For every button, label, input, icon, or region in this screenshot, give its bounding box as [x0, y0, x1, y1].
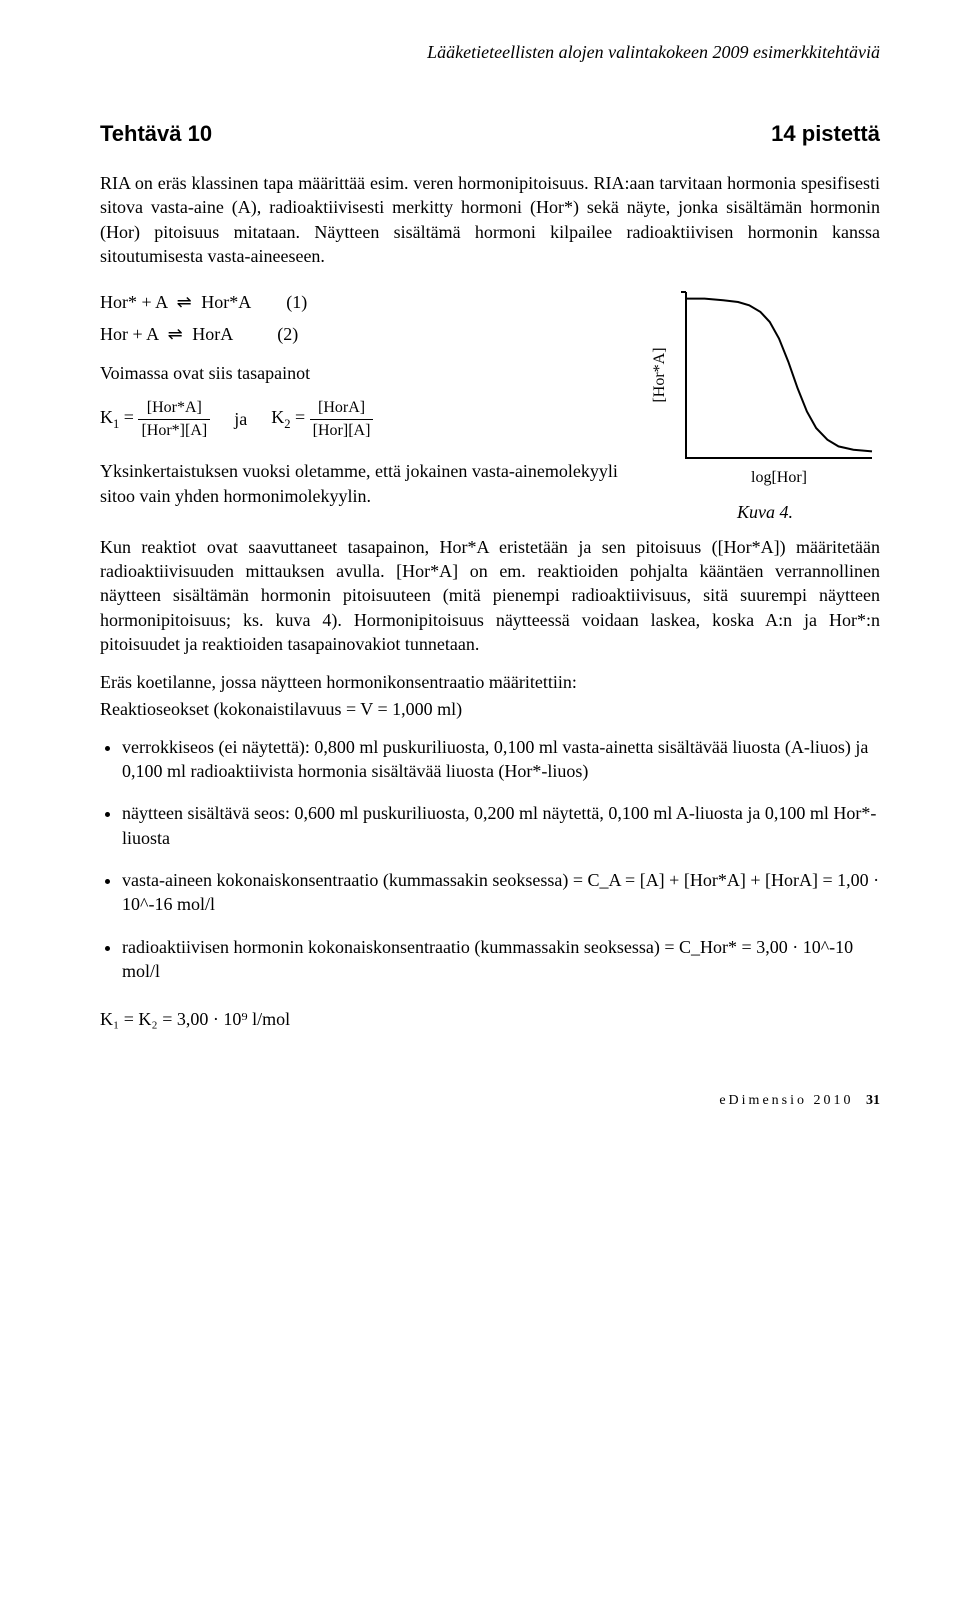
figure-4: [Hor*A] log[Hor] Kuva 4.	[650, 282, 880, 525]
page-footer: eDimensio 2010 31	[100, 1092, 880, 1111]
equilibrium-constants: K1 = [Hor*A] [Hor*][A] ja K2 = [HorA] [H…	[100, 397, 630, 441]
page-number: 31	[866, 1093, 880, 1108]
setup-subheading: Reaktioseokset (kokonaistilavuus = V = 1…	[100, 697, 880, 721]
equilibrium-arrow-icon: ⇌	[172, 292, 197, 312]
after-figure-paragraph: Kun reaktiot ovat saavuttaneet tasapaino…	[100, 535, 880, 656]
svg-text:log[Hor]: log[Hor]	[751, 469, 807, 486]
bullet-list: verrokkiseos (ei näytettä): 0,800 ml pus…	[100, 735, 880, 983]
svg-text:[Hor*A]: [Hor*A]	[651, 348, 668, 403]
list-item: verrokkiseos (ei näytettä): 0,800 ml pus…	[122, 735, 880, 784]
points-label: 14 pistettä	[771, 119, 880, 149]
page-header: Lääketieteellisten alojen valintakokeen …	[100, 40, 880, 64]
setup-heading: Eräs koetilanne, jossa näytteen hormonik…	[100, 670, 880, 694]
task-label: Tehtävä 10	[100, 119, 212, 149]
k1-expression: K1 = [Hor*A] [Hor*][A]	[100, 397, 210, 441]
binding-curve-chart: [Hor*A] log[Hor]	[650, 282, 880, 492]
k2-expression: K2 = [HorA] [Hor][A]	[271, 397, 373, 441]
list-item: näytteen sisältävä seos: 0,600 ml puskur…	[122, 801, 880, 850]
equilibrium-arrow-icon: ⇌	[163, 324, 188, 344]
equation-1: Hor* + A ⇌ Hor*A (1)	[100, 290, 630, 314]
simplification-note: Yksinkertaistuksen vuoksi oletamme, että…	[100, 459, 630, 508]
task-title-row: Tehtävä 10 14 pistettä	[100, 119, 880, 149]
balance-note: Voimassa ovat siis tasapainot	[100, 361, 630, 385]
intro-paragraph: RIA on eräs klassinen tapa määrittää esi…	[100, 171, 880, 268]
list-item: radioaktiivisen hormonin kokonaiskonsent…	[122, 935, 880, 984]
journal-name: eDimensio 2010	[719, 1093, 853, 1108]
figure-caption: Kuva 4.	[650, 500, 880, 524]
k-values: K₁ = K₂ = 3,00 · 10⁹ l/mol	[100, 1007, 880, 1031]
list-item: vasta-aineen kokonaiskonsentraatio (kumm…	[122, 868, 880, 917]
equation-2: Hor + A ⇌ HorA (2)	[100, 322, 630, 346]
